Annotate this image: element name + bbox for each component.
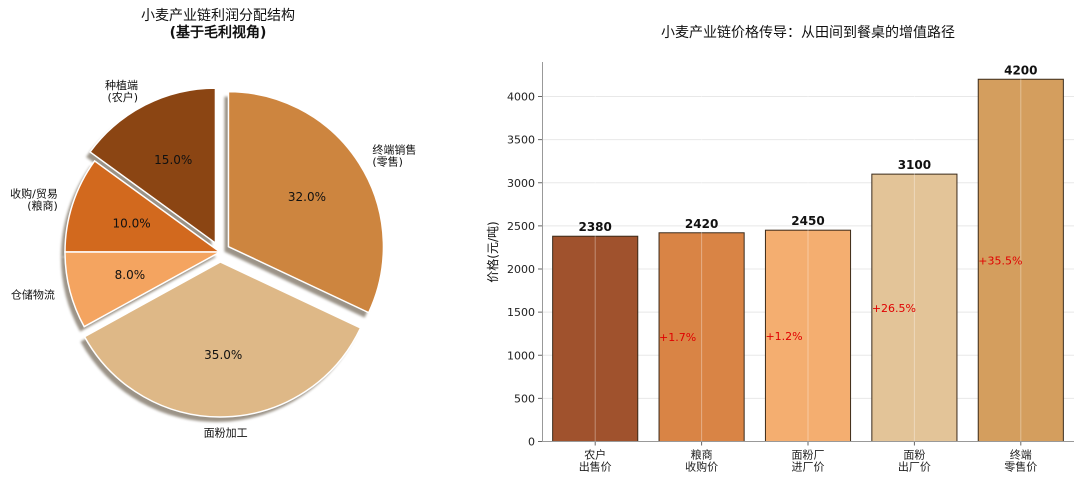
pie-slice [64, 159, 223, 253]
bar-bars [552, 78, 1064, 442]
pie-category-label: 收购/贸易(粮商) [10, 186, 58, 212]
bar-y-tick-label: 3000 [507, 177, 535, 190]
pie-slice [83, 261, 362, 418]
pie-chart: 小麦产业链利润分配结构 (基于毛利视角) 15.0% 10.0% 8.0% 35.0%… [10, 8, 416, 439]
bar [764, 229, 852, 442]
pie-category-label: 终端销售(零售) [372, 142, 416, 168]
bar-y-ticks: 0 500 1000 1500 2000 2500 3000 3500 4000 [507, 91, 542, 449]
pie-percent-label: 10.0% [112, 216, 150, 230]
bar-x-tick-label: 终端零售价 [1004, 448, 1037, 474]
bar-increase-label: +1.2% [765, 330, 802, 343]
pie-percent-label: 32.0% [288, 190, 326, 204]
bar-y-tick-label: 0 [528, 436, 535, 449]
pie-percent-labels: 15.0% 10.0% 8.0% 35.0% 32.0% [112, 153, 326, 362]
bar-increase-label: +35.5% [978, 254, 1022, 267]
pie-slice [227, 90, 385, 314]
bar [552, 235, 639, 442]
bar-y-tick-label: 1500 [507, 306, 535, 319]
bar [658, 232, 745, 442]
bar-value-label: 2380 [578, 220, 611, 234]
pie-percent-label: 35.0% [204, 348, 242, 362]
pie-percent-label: 15.0% [154, 153, 192, 167]
bar-y-tick-label: 2000 [507, 263, 535, 276]
bar-x-tick-label: 粮商收购价 [685, 448, 718, 474]
bar-y-tick-label: 3500 [507, 134, 535, 147]
bar-value-labels: 2380 2420 2450 3100 4200 [578, 63, 1037, 234]
bar-value-label: 4200 [1004, 63, 1037, 77]
bar-x-ticks: 农户出售价 粮商收购价 面粉厂进厂价 面粉出厂价 终端零售价 [579, 441, 1037, 474]
pie-slice [89, 87, 217, 245]
bar-increase-label: +26.5% [872, 302, 916, 315]
bar-y-tick-label: 4000 [507, 91, 535, 104]
pie-slices [64, 87, 385, 418]
bar [977, 78, 1064, 442]
bar-x-tick-label: 农户出售价 [579, 448, 612, 474]
bar-x-tick-label: 面粉出厂价 [898, 449, 931, 474]
bar-increase-labels: +1.7% +1.2% +26.5% +35.5% [659, 254, 1022, 344]
pie-title: 小麦产业链利润分配结构 [141, 8, 295, 24]
bar-vertical-gridlines [594, 62, 1022, 442]
bar-increase-label: +1.7% [659, 331, 696, 344]
bar [871, 173, 958, 442]
pie-category-label: 面粉加工 [204, 426, 248, 439]
pie-slice [64, 251, 221, 328]
bar-value-label: 3100 [898, 158, 931, 172]
bar-y-axis-label: 价格(元/吨) [485, 221, 500, 282]
bar-value-label: 2450 [791, 214, 824, 228]
pie-subtitle: (基于毛利视角) [170, 24, 267, 41]
bar-y-tick-label: 1000 [507, 349, 535, 362]
pie-category-label: 仓储物流 [11, 287, 55, 301]
bar-x-tick-label: 面粉厂进厂价 [792, 449, 825, 474]
bar-chart: 小麦产业链价格传导：从田间到餐桌的增值路径 0 500 1000 1500 2000 25… [485, 25, 1074, 474]
bar-title: 小麦产业链价格传导：从田间到餐桌的增值路径 [661, 25, 955, 41]
bar-y-tick-label: 500 [514, 392, 535, 405]
bar-y-tick-label: 2500 [507, 220, 535, 233]
pie-category-label: 种植端(农户) [105, 78, 138, 104]
pie-percent-label: 8.0% [115, 268, 146, 282]
bar-value-label: 2420 [685, 217, 718, 231]
